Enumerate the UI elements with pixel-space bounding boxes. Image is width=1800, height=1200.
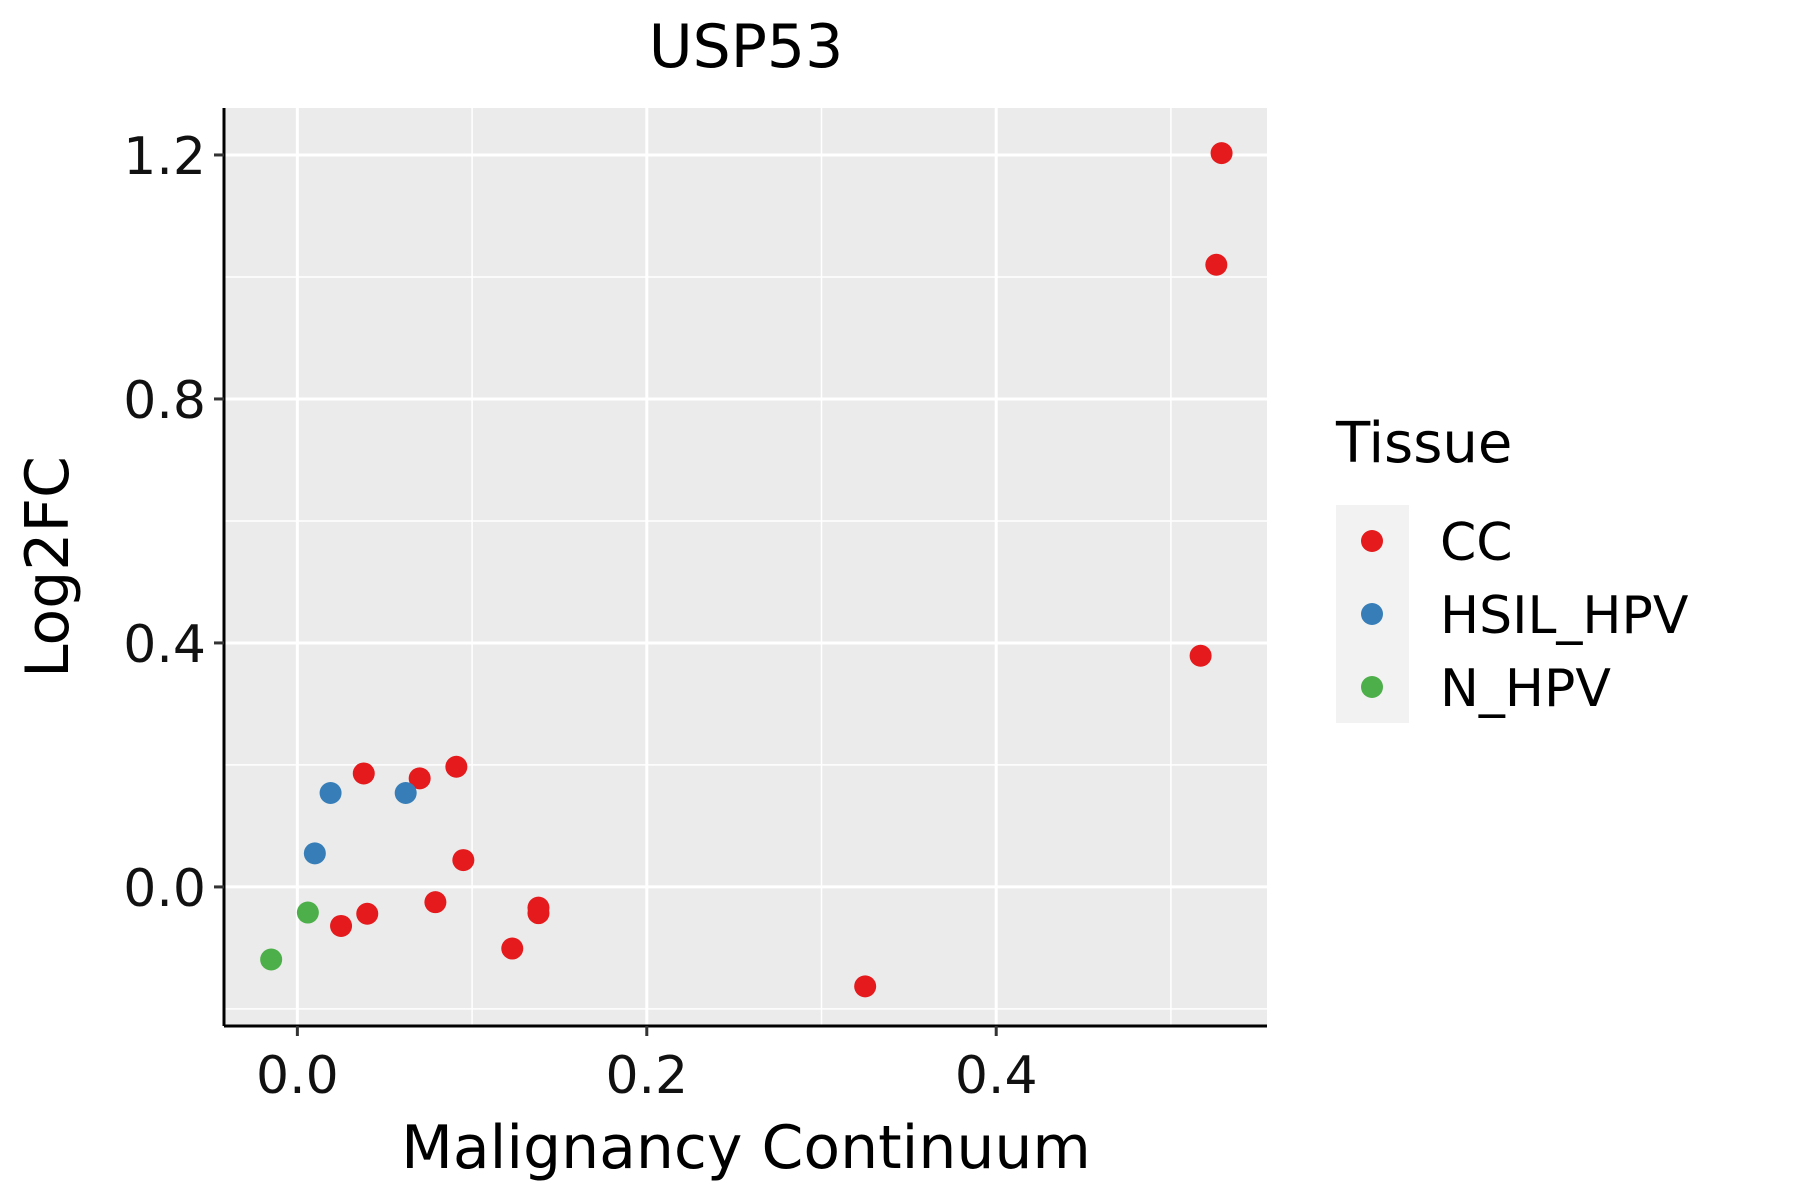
point-cc <box>527 902 550 925</box>
point-cc <box>330 914 353 937</box>
legend-title: Tissue <box>1335 411 1512 476</box>
point-cc <box>445 755 468 778</box>
y-axis-ticks: 0.0 0.4 0.8 1.2 <box>123 127 224 919</box>
point-cc <box>1210 142 1233 165</box>
y-tick-label: 0.4 <box>123 615 206 675</box>
legend-label-n-hpv: N_HPV <box>1440 659 1611 719</box>
legend-key-hsil-hpv <box>1361 603 1383 625</box>
grid-lines <box>224 108 1267 1026</box>
point-cc <box>352 762 375 785</box>
x-tick-label: 0.2 <box>605 1046 688 1106</box>
legend-label-cc: CC <box>1440 513 1513 573</box>
x-tick-label: 0.0 <box>256 1046 339 1106</box>
data-points <box>260 142 1233 998</box>
point-cc <box>1205 253 1228 276</box>
x-axis-ticks: 0.0 0.2 0.4 <box>256 1026 1038 1106</box>
x-axis-title: Malignancy Continuum <box>401 1113 1091 1183</box>
point-cc <box>408 767 431 790</box>
legend: Tissue CC HSIL_HPV N_HPV <box>1335 411 1689 723</box>
point-cc <box>1189 644 1212 667</box>
point-cc <box>424 891 447 914</box>
point-cc <box>452 849 475 872</box>
point-cc <box>356 902 379 925</box>
x-tick-label: 0.4 <box>955 1046 1038 1106</box>
point-cc <box>854 975 877 998</box>
point-n-hpv <box>260 948 283 971</box>
point-cc <box>501 937 524 960</box>
y-tick-label: 1.2 <box>123 127 206 187</box>
y-axis-title: Log2FC <box>13 456 83 678</box>
point-n-hpv <box>296 901 319 924</box>
point-hsil-hpv <box>303 842 326 865</box>
point-hsil-hpv <box>394 781 417 804</box>
legend-entries: CC HSIL_HPV N_HPV <box>1361 513 1689 719</box>
legend-key-cc <box>1361 530 1383 552</box>
plot-panel <box>224 108 1267 1026</box>
point-hsil-hpv <box>319 781 342 804</box>
y-tick-label: 0.8 <box>123 371 206 431</box>
legend-label-hsil-hpv: HSIL_HPV <box>1440 586 1689 646</box>
legend-key-n-hpv <box>1361 676 1383 698</box>
chart-title: USP53 <box>649 12 844 82</box>
y-tick-label: 0.0 <box>123 859 206 919</box>
